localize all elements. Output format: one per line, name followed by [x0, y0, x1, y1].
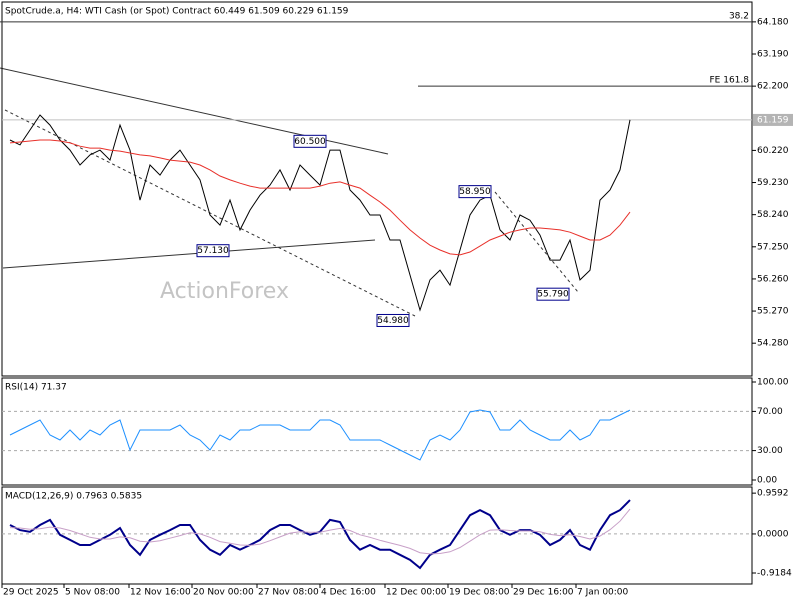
- y-tick-label: 0.9592: [757, 489, 789, 499]
- pane-title: RSI(14) 71.37: [5, 383, 67, 393]
- y-tick-label: 63.190: [757, 50, 789, 60]
- level-label: FE 161.8: [710, 76, 750, 86]
- pane-title: MACD(12,26,9) 0.7963 0.5835: [5, 492, 142, 502]
- trendline: [4, 109, 416, 317]
- series-line: [9, 409, 631, 461]
- pane-frame: [1, 486, 753, 585]
- pane-frame: [1, 377, 753, 486]
- y-tick-label: 70.00: [757, 407, 783, 417]
- y-tick-label: 30.00: [757, 446, 783, 456]
- y-tick-label: 0.0000: [757, 529, 789, 539]
- x-tick-label: 12 Nov 16:00: [130, 588, 191, 598]
- y-tick-label: 59.230: [757, 178, 789, 188]
- x-tick-label: 19 Dec 08:00: [449, 588, 510, 598]
- x-tick-label: 29 Dec 16:00: [513, 588, 574, 598]
- y-tick-label: -0.9184: [757, 568, 792, 578]
- y-tick-label: 55.270: [757, 307, 789, 317]
- watermark: ActionForex: [160, 279, 289, 304]
- series-line: [9, 139, 631, 256]
- price-annotation: [376, 313, 410, 327]
- price-annotation-label: 55.790: [537, 290, 569, 300]
- price-annotation-label: 57.130: [197, 246, 229, 256]
- x-tick-label: 4 Dec 16:00: [321, 588, 376, 598]
- last-price-label: 61.159: [757, 115, 789, 125]
- x-tick-label: 20 Nov 00:00: [193, 588, 254, 598]
- series-line: [9, 114, 631, 312]
- x-tick-label: 29 Oct 2025: [3, 588, 59, 598]
- series-line: [9, 508, 631, 555]
- y-tick-label: 57.250: [757, 242, 789, 252]
- x-tick-label: 7 Jan 00:00: [577, 588, 629, 598]
- trendline: [2, 239, 376, 269]
- x-tick-label: 5 Nov 08:00: [65, 588, 120, 598]
- price-annotation-label: 58.950: [459, 187, 491, 197]
- y-tick-label: 56.260: [757, 274, 789, 284]
- y-tick-label: 0.00: [757, 476, 777, 486]
- pane-title: SpotCrude.a, H4: WTI Cash (or Spot) Cont…: [5, 7, 349, 17]
- price-annotation: [196, 244, 230, 258]
- price-annotation-label: 60.500: [294, 137, 326, 147]
- y-tick-label: 58.240: [757, 210, 789, 220]
- trendline: [494, 191, 579, 293]
- price-annotation: [536, 287, 570, 301]
- last-price-box: [753, 113, 793, 126]
- y-tick-label: 60.220: [757, 146, 789, 156]
- pane-frame: [1, 1, 753, 377]
- x-tick-label: 27 Nov 08:00: [258, 588, 319, 598]
- price-annotation: [293, 134, 327, 148]
- y-tick-label: 62.200: [757, 82, 789, 92]
- x-tick-label: 12 Dec 00:00: [386, 588, 447, 598]
- y-tick-label: 54.280: [757, 339, 789, 349]
- y-tick-label: 100.00: [757, 378, 789, 388]
- y-tick-label: 64.180: [757, 17, 789, 27]
- price-annotation: [458, 185, 492, 199]
- price-annotation-label: 54.980: [377, 316, 409, 326]
- level-label: 38.2: [729, 11, 749, 21]
